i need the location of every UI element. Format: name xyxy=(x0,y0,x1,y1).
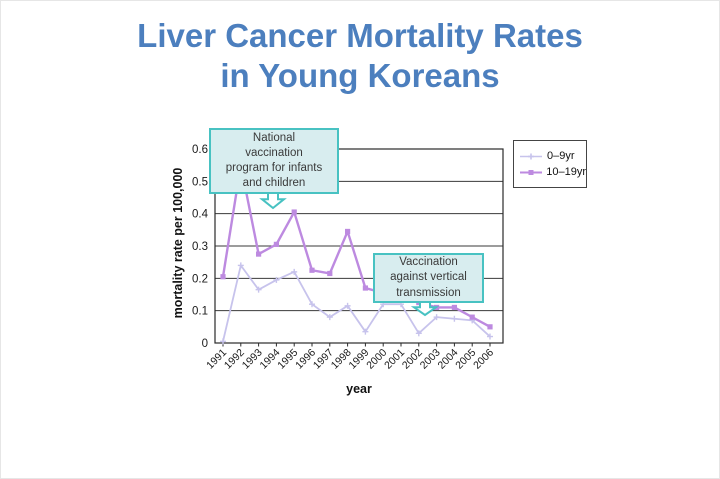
y-tick-label: 0.2 xyxy=(192,273,208,285)
y-axis-title: mortality rate per 100,000 xyxy=(171,167,185,319)
callout-vaccination-vertical-transmission: Vaccination against vertical transmissio… xyxy=(373,253,484,303)
callout-line: Vaccination xyxy=(399,256,458,269)
legend-swatch-10-19yr-icon xyxy=(520,169,542,175)
page-title: Liver Cancer Mortality Rates in Young Ko… xyxy=(0,16,720,97)
legend-label-0-9yr: 0–9yr xyxy=(547,150,575,162)
page-title-line1: Liver Cancer Mortality Rates xyxy=(137,17,583,54)
series-10-19yr-marker xyxy=(309,267,315,273)
series-10-19yr-marker xyxy=(291,209,297,215)
callout-line: and children xyxy=(242,177,306,190)
callout-arrow-down-icon xyxy=(259,191,287,210)
series-10-19yr-marker xyxy=(451,304,457,311)
y-tick-label: 0.4 xyxy=(192,209,209,221)
series-10-19yr-marker xyxy=(327,270,333,277)
legend-label-10-19yr: 10–19yr xyxy=(546,166,586,178)
legend-item-0-9yr: 0–9yr xyxy=(519,150,586,162)
legend-swatch-0-9yr-icon xyxy=(520,153,542,159)
y-tick-label: 0.6 xyxy=(192,144,208,156)
series-10-19yr-marker xyxy=(273,241,279,247)
series-10-19yr-marker xyxy=(487,324,493,330)
plot-frame xyxy=(214,148,504,344)
legend-item-10-19yr: 10–19yr xyxy=(519,166,586,178)
y-tick-label: 0.1 xyxy=(192,306,208,318)
callout-line: vaccination xyxy=(245,146,303,159)
chart-legend: 0–9yr 10–19yr xyxy=(513,140,587,188)
x-tick-label: 2006 xyxy=(471,347,496,372)
series-10-19yr-line xyxy=(221,163,492,329)
y-tick-label: 0 xyxy=(202,338,208,350)
series-10-19yr-marker xyxy=(345,228,351,235)
page-title-line2: in Young Koreans xyxy=(220,57,500,95)
series-0-9yr-line xyxy=(222,264,491,343)
y-tick-label: 0.3 xyxy=(192,241,208,253)
callout-line: against vertical xyxy=(390,271,467,284)
x-axis-title: year xyxy=(346,382,372,396)
series-10-19yr-marker xyxy=(220,274,226,280)
callout-national-vaccination-program: National vaccination program for infants… xyxy=(209,128,339,194)
series-10-19yr-marker xyxy=(256,251,262,257)
callout-line: transmission xyxy=(396,286,461,299)
callout-line: program for infants xyxy=(225,162,323,174)
callout-line: National xyxy=(252,131,296,144)
y-tick-label: 0.5 xyxy=(192,176,208,188)
series-10-19yr-marker xyxy=(469,314,475,320)
series-10-19yr-marker xyxy=(362,285,368,291)
